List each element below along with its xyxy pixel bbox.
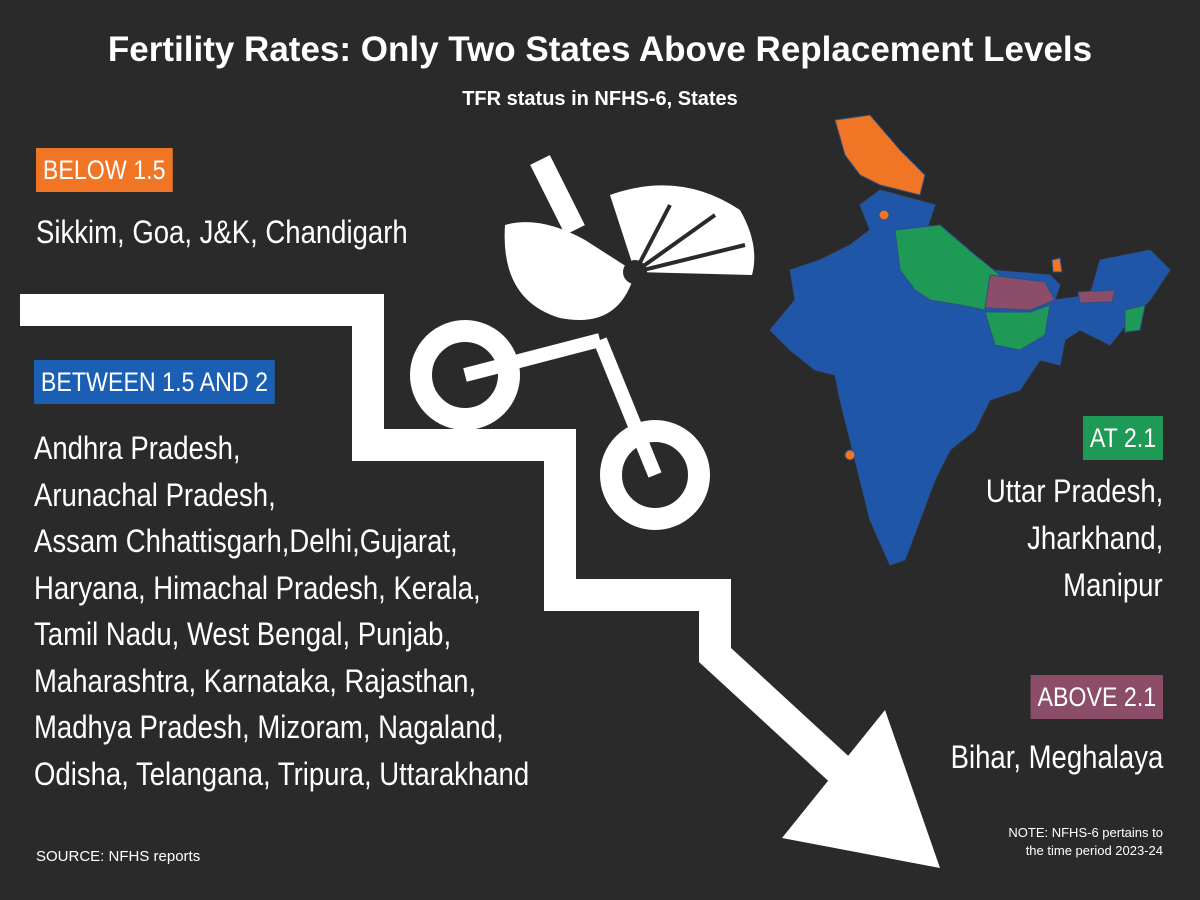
note-line: NOTE: NFHS-6 pertains to [1008, 825, 1163, 840]
group-states: Maharashtra, Karnataka, Rajasthan, [34, 662, 477, 699]
map-jharkhand [984, 304, 1051, 351]
group-label: BELOW 1.5 [36, 148, 173, 192]
subtitle: TFR status in NFHS-6, States [462, 88, 738, 110]
group-states: Sikkim, Goa, J&K, Chandigarh [36, 214, 408, 250]
pram-icon [410, 155, 755, 530]
group-states: Madhya Pradesh, Mizoram, Nagaland, [34, 709, 504, 745]
note: NOTE: NFHS-6 pertains to the time period… [1008, 824, 1163, 860]
group-states: Bihar, Meghalaya [950, 739, 1163, 775]
map-up [894, 224, 1001, 311]
stair-arrow [20, 294, 851, 782]
group-states: Arunachal Pradesh, [34, 476, 276, 513]
arrow-head [782, 710, 940, 868]
india-map [769, 114, 1171, 566]
note-line: the time period 2023-24 [1025, 843, 1163, 858]
title: Fertility Rates: Only Two States Above R… [107, 30, 1093, 69]
group-label: ABOVE 2.1 [1030, 675, 1163, 719]
map-chandigarh [878, 209, 890, 221]
group-label: BETWEEN 1.5 AND 2 [34, 360, 275, 404]
map-manipur [1124, 304, 1146, 333]
group-states: Tamil Nadu, West Bengal, Punjab, [34, 616, 452, 652]
group-label: AT 2.1 [1082, 416, 1163, 460]
map-base [769, 189, 1171, 566]
map-goa [844, 449, 856, 461]
map-bihar [984, 274, 1056, 311]
source: SOURCE: NFHS reports [36, 848, 201, 865]
group-states: Jharkhand, [1026, 520, 1163, 556]
map-jk [834, 114, 926, 196]
group-states: Odisha, Telangana, Tripura, Uttarakhand [34, 755, 530, 792]
map-meghalaya [1077, 289, 1116, 304]
group-states: Assam Chhattisgarh,Delhi,Gujarat, [34, 523, 458, 559]
map-sikkim [1051, 257, 1063, 273]
group-states: Andhra Pradesh, [34, 430, 241, 466]
group-states: Haryana, Himachal Pradesh, Kerala, [34, 569, 481, 606]
group-states: Manipur [1063, 567, 1163, 603]
group-states: Uttar Pradesh, [985, 473, 1163, 509]
